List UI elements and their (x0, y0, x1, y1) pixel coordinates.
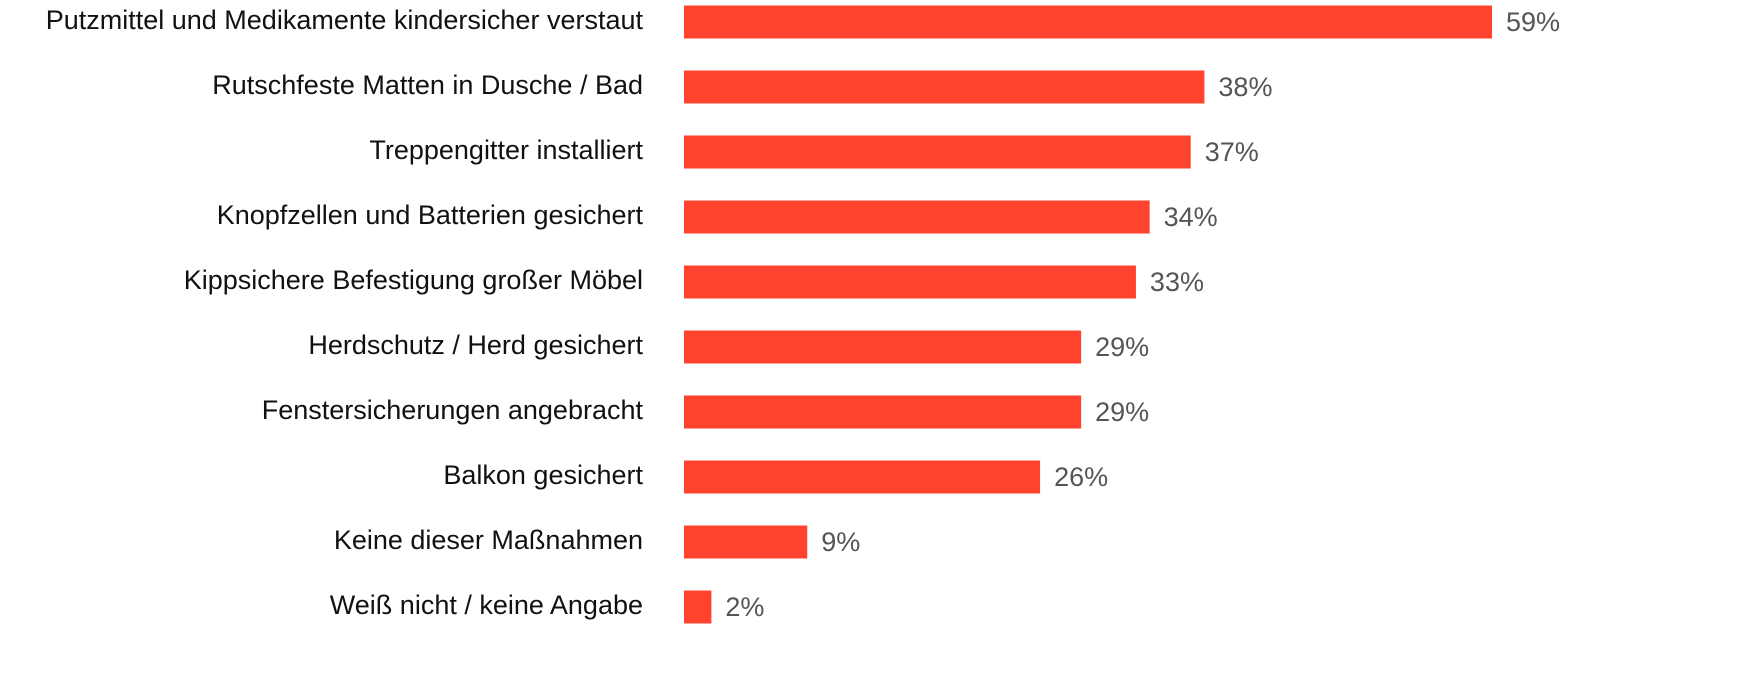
bar (684, 590, 712, 624)
value-label: 29% (1095, 397, 1149, 427)
category-label: Putzmittel und Medikamente kindersicher … (46, 5, 644, 35)
category-label: Knopfzellen und Batterien gesichert (217, 200, 644, 230)
value-label: 2% (725, 592, 764, 622)
bar (684, 395, 1082, 429)
bar (684, 525, 808, 559)
bar (684, 200, 1150, 234)
value-label: 29% (1095, 332, 1149, 362)
category-label: Rutschfeste Matten in Dusche / Bad (212, 70, 643, 100)
bar (684, 70, 1205, 104)
category-label: Kippsichere Befestigung großer Möbel (184, 265, 643, 295)
value-label: 33% (1150, 267, 1204, 297)
value-label: 9% (821, 527, 860, 557)
bar (684, 5, 1492, 39)
bar (684, 135, 1191, 169)
value-label: 26% (1054, 462, 1108, 492)
category-label: Fenstersicherungen angebracht (262, 395, 644, 425)
value-label: 34% (1164, 202, 1218, 232)
value-label: 38% (1218, 72, 1272, 102)
bar (684, 330, 1082, 364)
value-label: 59% (1506, 7, 1560, 37)
category-label: Keine dieser Maßnahmen (334, 525, 643, 555)
bar (684, 265, 1136, 299)
bar (684, 460, 1041, 494)
value-label: 37% (1205, 137, 1259, 167)
category-label: Weiß nicht / keine Angabe (330, 590, 643, 620)
category-label: Balkon gesichert (443, 460, 643, 490)
category-label: Herdschutz / Herd gesichert (308, 330, 643, 360)
category-label: Treppengitter installiert (369, 135, 643, 165)
